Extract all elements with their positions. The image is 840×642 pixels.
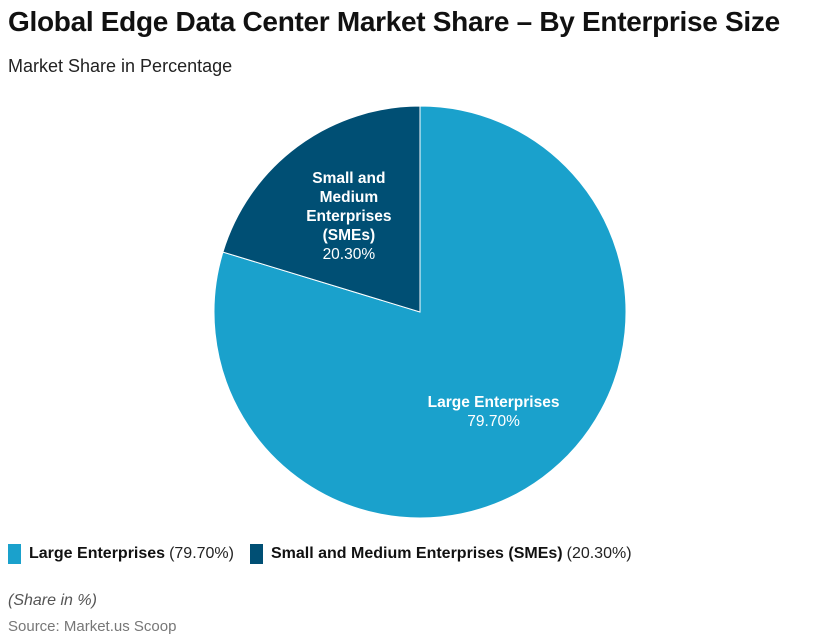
slice-label-name: Enterprises xyxy=(306,208,391,225)
slice-label-name: Large Enterprises xyxy=(428,394,560,411)
chart-note: (Share in %) xyxy=(8,592,97,609)
pie-chart: Large Enterprises 79.70% Small and Medium En… xyxy=(213,105,627,519)
slice-label: Large Enterprises 79.70% xyxy=(428,394,560,430)
slice-label-name: Medium xyxy=(320,189,379,206)
slice-label-value: 79.70% xyxy=(467,413,520,430)
slice-label-name: Small and xyxy=(312,170,385,187)
legend-label: Large Enterprises xyxy=(29,545,166,562)
pie-slice-small-and-medium-enterprises-smes[interactable] xyxy=(222,105,421,313)
chart-subtitle: Market Share in Percentage xyxy=(8,56,233,76)
legend-value: (20.30%) xyxy=(566,545,632,562)
slice-label-name: (SMEs) xyxy=(323,227,376,244)
slice-label-value: 20.30% xyxy=(323,246,376,263)
legend-swatch xyxy=(249,544,263,564)
legend-item-smes[interactable]: Small and Medium Enterprises (SMEs) (20.… xyxy=(249,544,632,564)
legend: Large Enterprises (79.70%) Small and Med… xyxy=(8,544,648,564)
pie-slice-large-enterprises[interactable] xyxy=(213,105,627,519)
chart-source: Source: Market.us Scoop xyxy=(8,618,177,635)
slice-label: Small and Medium Enterprises (SMEs) 20.30% xyxy=(306,170,391,263)
legend-value: (79.70%) xyxy=(169,545,234,562)
legend-swatch xyxy=(8,544,21,564)
chart-title: Global Edge Data Center Market Share – B… xyxy=(8,6,780,37)
legend-label: Small and Medium Enterprises (SMEs) xyxy=(270,545,563,562)
legend-item-large-enterprises[interactable]: Large Enterprises (79.70%) xyxy=(8,544,234,564)
